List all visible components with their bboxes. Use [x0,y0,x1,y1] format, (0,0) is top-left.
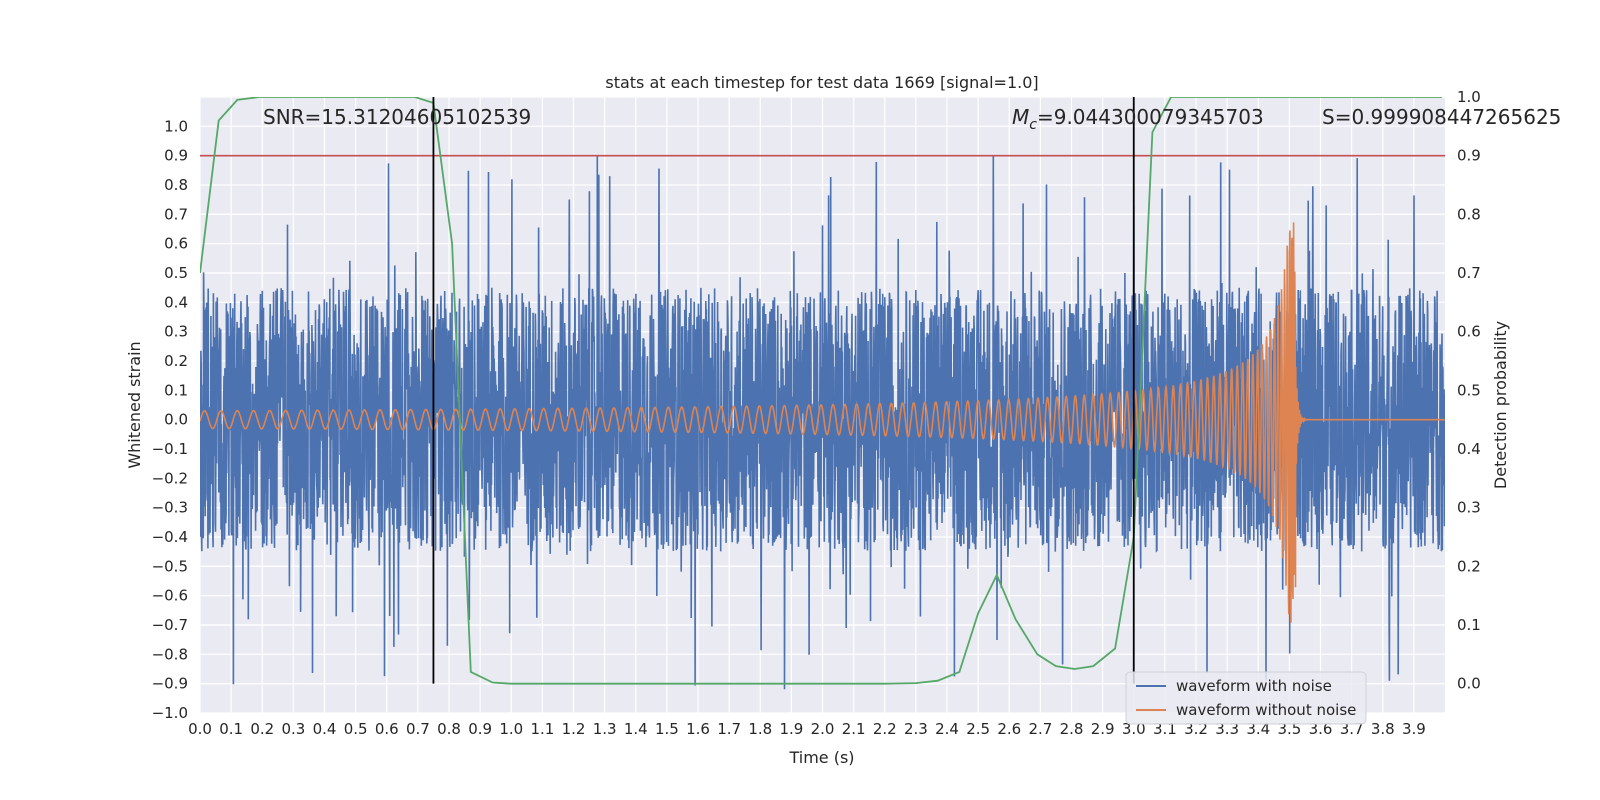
y-axis-label: Whitened strain [125,341,144,468]
x-tick-label: 2.8 [1060,720,1084,738]
y-tick-label: −0.7 [152,616,188,634]
y-tick-label: −0.3 [152,499,188,517]
y2-tick-label: 0.7 [1457,264,1481,282]
x-tick-label: 2.0 [811,720,835,738]
x-tick-label: 0.3 [281,720,305,738]
y-tick-label: −0.5 [152,557,188,575]
x-tick-label: 0.4 [313,720,337,738]
x-tick-label: 2.6 [997,720,1021,738]
x-tick-label: 0.8 [437,720,461,738]
x-tick-label: 2.2 [873,720,897,738]
x-axis-label: Time (s) [788,748,854,767]
y2-tick-label: 0.4 [1457,440,1481,458]
y2-tick-label: 0.0 [1457,675,1481,693]
x-tick-label: 1.7 [717,720,741,738]
x-tick-label: 0.9 [468,720,492,738]
x-tick-label: 2.9 [1091,720,1115,738]
y-tick-label: −1.0 [152,704,188,722]
y-tick-label: −0.4 [152,528,188,546]
y-tick-label: 0.6 [164,235,188,253]
x-tick-label: 2.7 [1028,720,1052,738]
y-tick-label: 0.0 [164,411,188,429]
x-tick-label: 0.7 [406,720,430,738]
x-tick-label: 1.1 [530,720,554,738]
y-tick-label: 0.9 [164,147,188,165]
x-tick-label: 2.1 [842,720,866,738]
y-tick-label: −0.8 [152,645,188,663]
y-tick-label: 0.7 [164,205,188,223]
x-tick-label: 1.8 [748,720,772,738]
y-tick-label: 0.4 [164,293,188,311]
y-tick-label: 0.2 [164,352,188,370]
marker-lines [432,97,1135,684]
x-tick-label: 2.4 [935,720,959,738]
clean-waveform-line [200,222,1445,623]
snr-annotation: SNR=15.31204605102539 [263,105,531,129]
x-tick-label: 2.5 [966,720,990,738]
x-tick-label: 1.9 [779,720,803,738]
x-tick-label: 1.2 [562,720,586,738]
x-tick-label: 3.9 [1402,720,1426,738]
legend-box [1125,671,1367,725]
chart-title: stats at each timestep for test data 166… [605,73,1038,92]
y-tick-label: 0.5 [164,264,188,282]
x-tick-label: 0.0 [188,720,212,738]
y2-tick-label: 0.5 [1457,381,1481,399]
legend: waveform with noise waveform without noi… [1125,671,1367,725]
x-tick-label: 1.4 [624,720,648,738]
y-tick-label: 0.8 [164,176,188,194]
s-annotation: S=0.999908447265625 [1322,105,1561,129]
x-tick-label: 1.0 [499,720,523,738]
y2-axis-label: Detection probability [1491,321,1510,489]
y-tick-labels: 1.0 0.9 0.8 0.7 0.6 0.5 0.4 0.3 0.2 0.1 0.0 −0.1 −0.… [152,117,188,722]
y2-tick-label: 0.2 [1457,557,1481,575]
y-tick-label: 1.0 [164,117,188,135]
y2-tick-label: 0.3 [1457,499,1481,517]
y2-tick-label: 0.9 [1457,147,1481,165]
x-tick-label: 0.2 [250,720,274,738]
y2-tick-label: 1.0 [1457,88,1481,106]
chirp-mass-symbol: M [1012,105,1029,129]
chirp-mass-subscript: c [1029,117,1037,133]
y-tick-label: −0.2 [152,469,188,487]
chirp-mass-value: =9.044300079345703 [1037,105,1264,129]
x-tick-label: 0.5 [344,720,368,738]
x-tick-label: 1.3 [593,720,617,738]
x-tick-label: 3.8 [1371,720,1395,738]
x-tick-label: 2.3 [904,720,928,738]
x-tick-label: 1.6 [686,720,710,738]
detection-probability-line [200,97,1442,685]
noise-waveform-line [200,155,1445,690]
y-tick-label: 0.1 [164,381,188,399]
y-tick-label: −0.9 [152,675,188,693]
y-tick-label: −0.6 [152,587,188,605]
x-tick-label: 0.6 [375,720,399,738]
x-tick-label: 1.5 [655,720,679,738]
y-tick-label: −0.1 [152,440,188,458]
y2-tick-label: 0.1 [1457,616,1481,634]
x-tick-label: 0.1 [219,720,243,738]
y2-tick-labels: 1.0 0.9 0.8 0.7 0.6 0.5 0.4 0.3 0.2 0.1 0.0 [1457,88,1481,693]
legend-label-clean: waveform without noise [1176,701,1356,719]
y-tick-label: 0.3 [164,323,188,341]
chirp-mass-annotation: Mc=9.044300079345703 [1012,105,1264,133]
y2-tick-label: 0.6 [1457,323,1481,341]
legend-label-noise: waveform with noise [1176,677,1332,695]
y2-tick-label: 0.8 [1457,205,1481,223]
